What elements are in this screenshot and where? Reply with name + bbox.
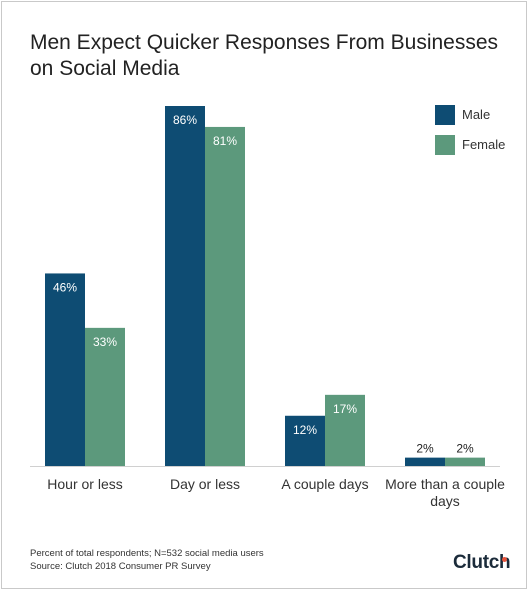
- bar-female: [85, 327, 125, 466]
- bar-male: [165, 106, 205, 466]
- data-label-female: 2%: [456, 442, 474, 456]
- bar-female: [445, 457, 485, 466]
- clutch-logo: Clutch: [453, 552, 511, 573]
- chart-title: Men Expect Quicker Responses From Busine…: [30, 31, 499, 80]
- legend-swatch-male: [435, 105, 455, 125]
- bar-female: [205, 126, 245, 466]
- bar-male: [405, 457, 445, 466]
- data-label-male: 46%: [53, 280, 77, 294]
- bar-male: [45, 273, 85, 466]
- bar-female: [325, 394, 365, 466]
- data-label-male: 86%: [173, 113, 197, 127]
- data-label-male: 2%: [416, 442, 434, 456]
- footnote-source: Source: Clutch 2018 Consumer PR Survey: [30, 561, 211, 572]
- data-label-female: 17%: [333, 402, 357, 416]
- data-label-female: 81%: [213, 134, 237, 148]
- clutch-logo-dot: [502, 557, 507, 562]
- data-label-female: 33%: [93, 335, 117, 349]
- category-label: A couple days: [281, 476, 368, 492]
- legend-swatch-female: [435, 135, 455, 155]
- category-label: More than a couple: [385, 476, 505, 492]
- category-label: Day or less: [170, 476, 240, 492]
- category-label: days: [430, 493, 460, 509]
- bar-male: [285, 415, 325, 466]
- footnote-respondents: Percent of total respondents; N=532 soci…: [30, 548, 264, 559]
- legend-label-male: Male: [462, 107, 490, 122]
- category-label: Hour or less: [47, 476, 122, 492]
- legend-label-female: Female: [462, 137, 505, 152]
- data-label-male: 12%: [293, 423, 317, 437]
